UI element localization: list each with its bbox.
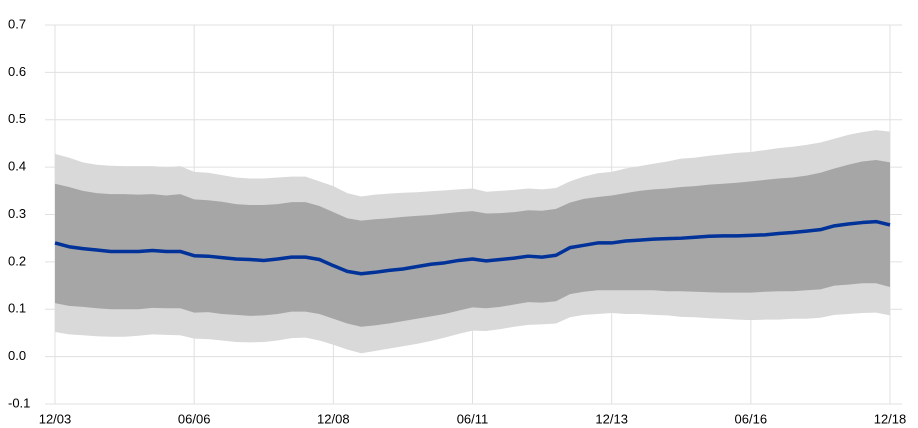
line [54, 219, 891, 276]
x-tick-label: 06/11 [457, 411, 489, 426]
y-tick-label: 0.0 [8, 348, 26, 363]
y-tick-label: 0.3 [8, 206, 26, 221]
y-tick-label: 0.2 [8, 253, 26, 268]
y-tick-label: -0.1 [8, 395, 30, 410]
x-tick-label: 12/18 [874, 411, 907, 426]
x-tick-label: 12/13 [595, 411, 628, 426]
x-tick-label: 12/03 [39, 411, 72, 426]
x-tick-label: 06/06 [178, 411, 211, 426]
y-tick-label: 0.1 [8, 301, 26, 316]
x-tick-label: 12/08 [317, 411, 350, 426]
y-tick-label: 0.4 [8, 159, 26, 174]
y-tick-label: 0.7 [8, 16, 26, 31]
x-tick-label: 06/16 [735, 411, 768, 426]
y-tick-label: 0.5 [8, 111, 26, 126]
y-tick-label: 0.6 [8, 64, 26, 79]
band [55, 160, 890, 327]
